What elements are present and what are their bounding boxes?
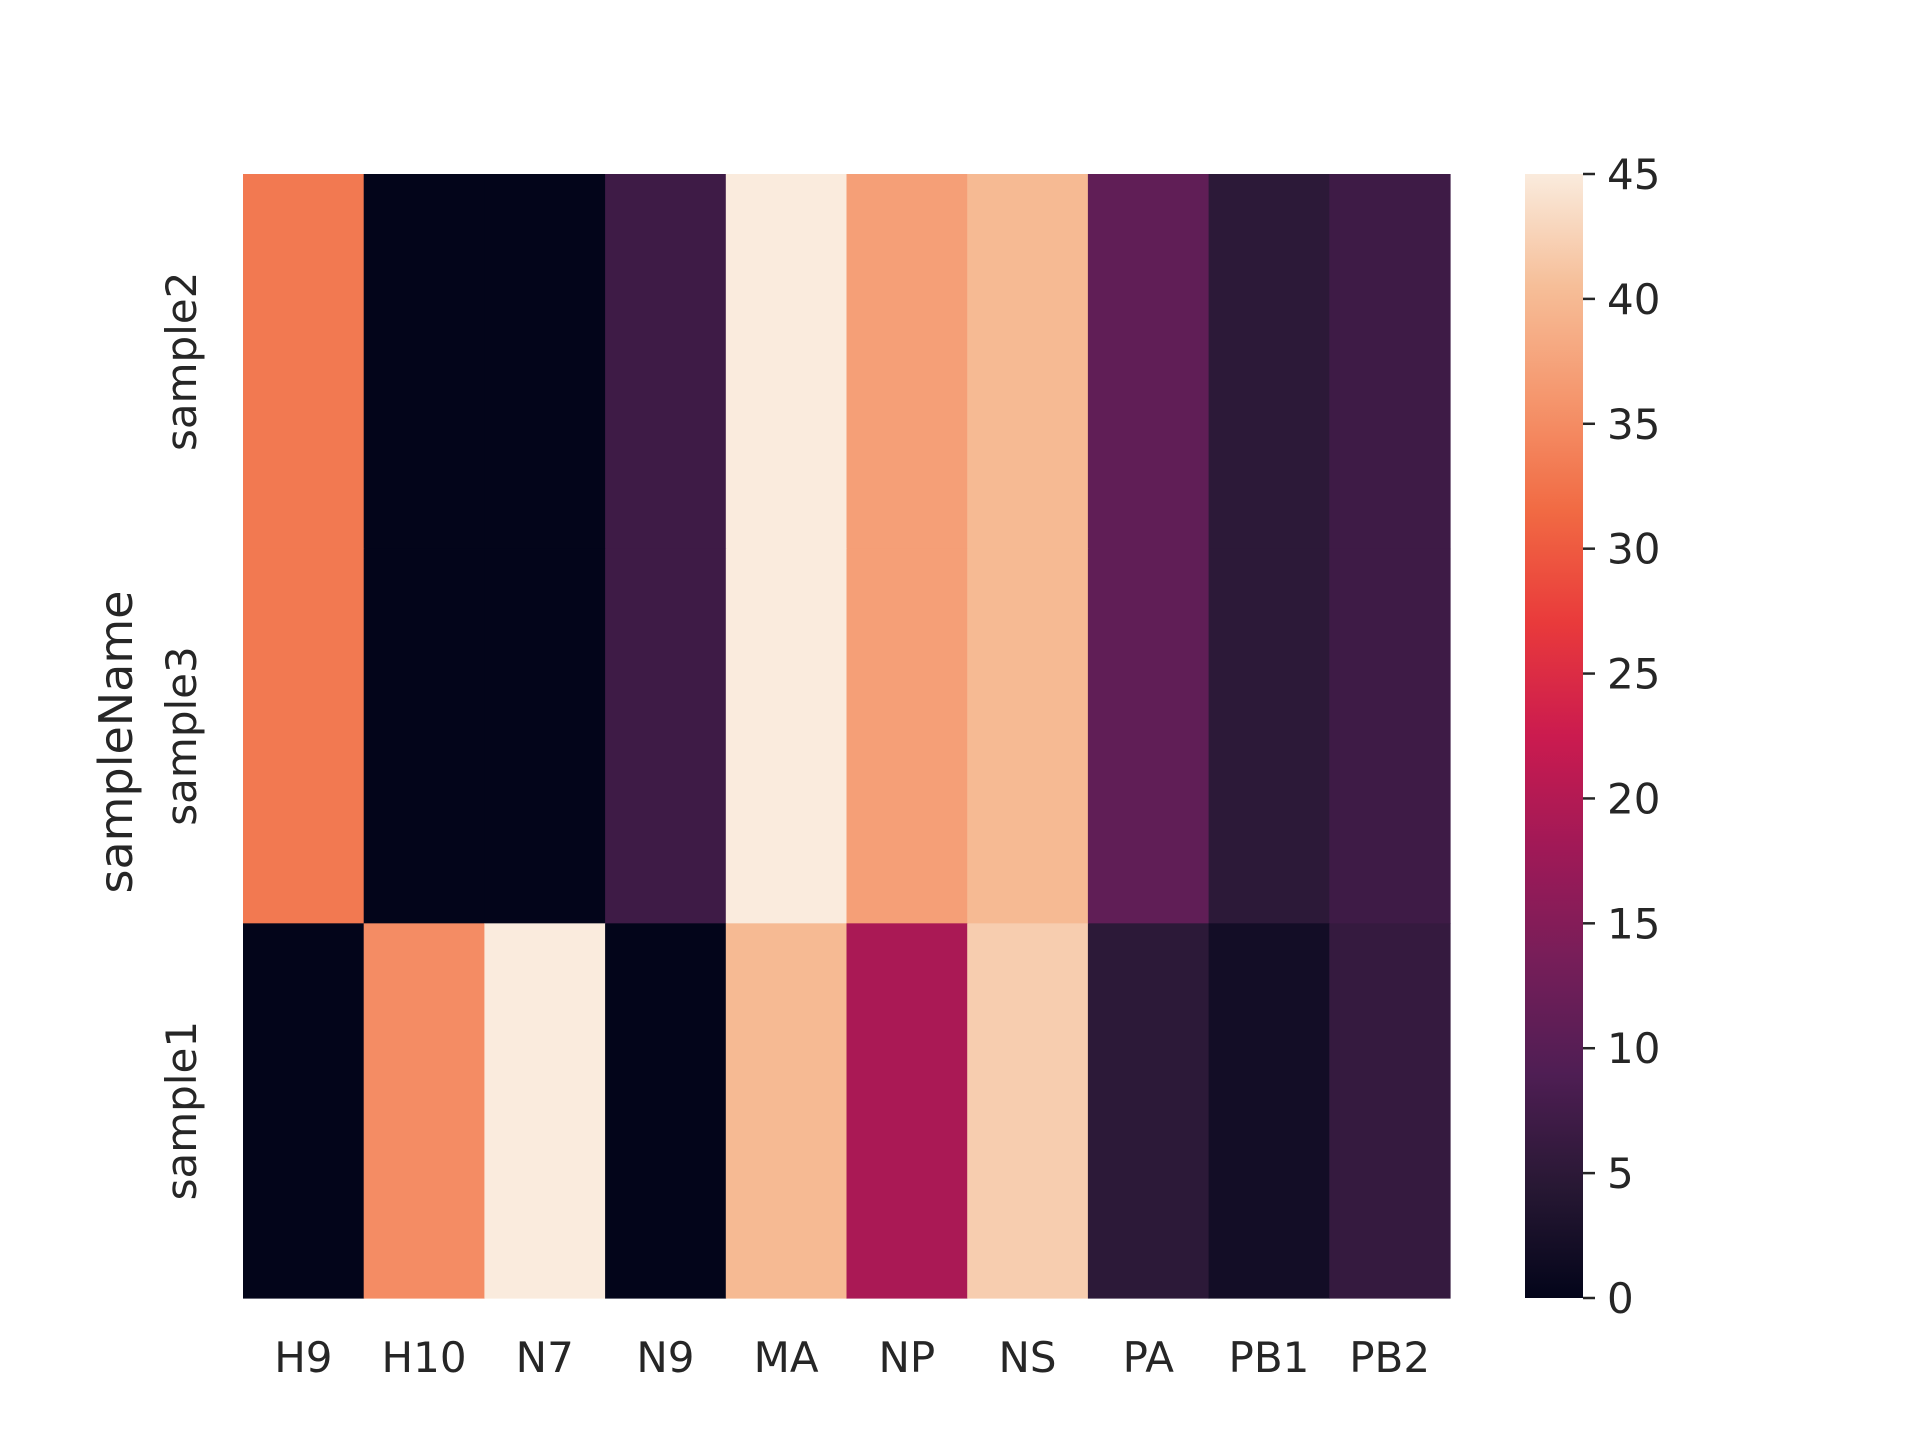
heatmap-cell-sample3-H9 (243, 548, 365, 924)
x-tick-label: NS (999, 1333, 1057, 1382)
x-tick-label: MA (754, 1333, 819, 1382)
colorbar-tick-label: 15 (1607, 899, 1660, 948)
heatmap-cell-sample2-MA (725, 174, 848, 550)
heatmap-cell-sample2-PB1 (1208, 174, 1330, 550)
heatmap-cell-sample3-N7 (484, 548, 606, 924)
heatmap-cell-sample3-MA (725, 548, 848, 924)
heatmap-cell-sample2-NS (967, 174, 1089, 550)
y-tick-label: sample3 (157, 646, 206, 825)
x-tick-label: PB2 (1349, 1333, 1430, 1382)
y-tick-labels: sample2 sample3 sample1 (157, 272, 206, 1201)
x-tick-label: PA (1123, 1333, 1175, 1382)
y-tick-label: sample2 (157, 272, 206, 451)
heatmap-cell-sample1-MA (725, 923, 848, 1299)
x-tick-labels: H9 H10 N7 N9 MA NP NS PA PB1 PB2 (274, 1333, 1430, 1382)
heatmap-cell-sample1-N7 (484, 923, 606, 1299)
x-tick-label: N9 (636, 1333, 694, 1382)
x-tick-label: N7 (516, 1333, 574, 1382)
heatmap-cell-sample1-H10 (363, 923, 485, 1299)
heatmap-cell-sample1-PA (1087, 923, 1210, 1299)
colorbar-ticks: 0 5 10 15 20 25 30 35 40 45 (1583, 150, 1660, 1323)
heatmap-cell-sample3-PB1 (1208, 548, 1330, 924)
y-axis-title: sampleName (89, 591, 143, 894)
colorbar-tick-label: 30 (1607, 525, 1660, 574)
heatmap-cell-sample1-H9 (243, 923, 365, 1299)
heatmap-cell-sample3-NS (967, 548, 1089, 924)
heatmap-cell-sample3-PA (1087, 548, 1210, 924)
heatmap-cell-sample1-N9 (605, 923, 727, 1299)
heatmap-cell-sample2-N7 (484, 174, 606, 550)
heatmap-cells (243, 174, 1451, 1299)
x-tick-label: PB1 (1229, 1333, 1310, 1382)
heatmap-cell-sample1-PB2 (1329, 923, 1451, 1299)
heatmap-cell-sample3-N9 (605, 548, 727, 924)
colorbar-tick-label: 25 (1607, 650, 1660, 699)
colorbar: 0 5 10 15 20 25 30 35 40 45 (1525, 150, 1660, 1323)
colorbar-tick-label: 10 (1607, 1024, 1660, 1073)
heatmap-cell-sample2-PB2 (1329, 174, 1451, 550)
heatmap-cell-sample1-PB1 (1208, 923, 1330, 1299)
colorbar-tick-label: 40 (1607, 275, 1660, 324)
colorbar-gradient (1525, 174, 1583, 1298)
colorbar-tick-label: 0 (1607, 1274, 1634, 1323)
colorbar-tick-label: 5 (1607, 1149, 1634, 1198)
heatmap-cell-sample1-NS (967, 923, 1089, 1299)
heatmap-cell-sample2-PA (1087, 174, 1210, 550)
x-tick-label: H10 (382, 1333, 467, 1382)
colorbar-tick-label: 20 (1607, 774, 1660, 823)
heatmap-cell-sample2-N9 (605, 174, 727, 550)
heatmap-cell-sample2-H10 (363, 174, 485, 550)
y-tick-label: sample1 (157, 1021, 206, 1200)
heatmap-cell-sample3-NP (846, 548, 968, 924)
heatmap-cell-sample2-NP (846, 174, 968, 550)
heatmap-cell-sample3-PB2 (1329, 548, 1451, 924)
x-tick-label: H9 (274, 1333, 332, 1382)
colorbar-tick-label: 45 (1607, 150, 1660, 199)
heatmap-cell-sample3-H10 (363, 548, 485, 924)
colorbar-tick-label: 35 (1607, 400, 1660, 449)
heatmap-cell-sample2-H9 (243, 174, 365, 550)
heatmap-cell-sample1-NP (846, 923, 968, 1299)
x-tick-label: NP (878, 1333, 935, 1382)
